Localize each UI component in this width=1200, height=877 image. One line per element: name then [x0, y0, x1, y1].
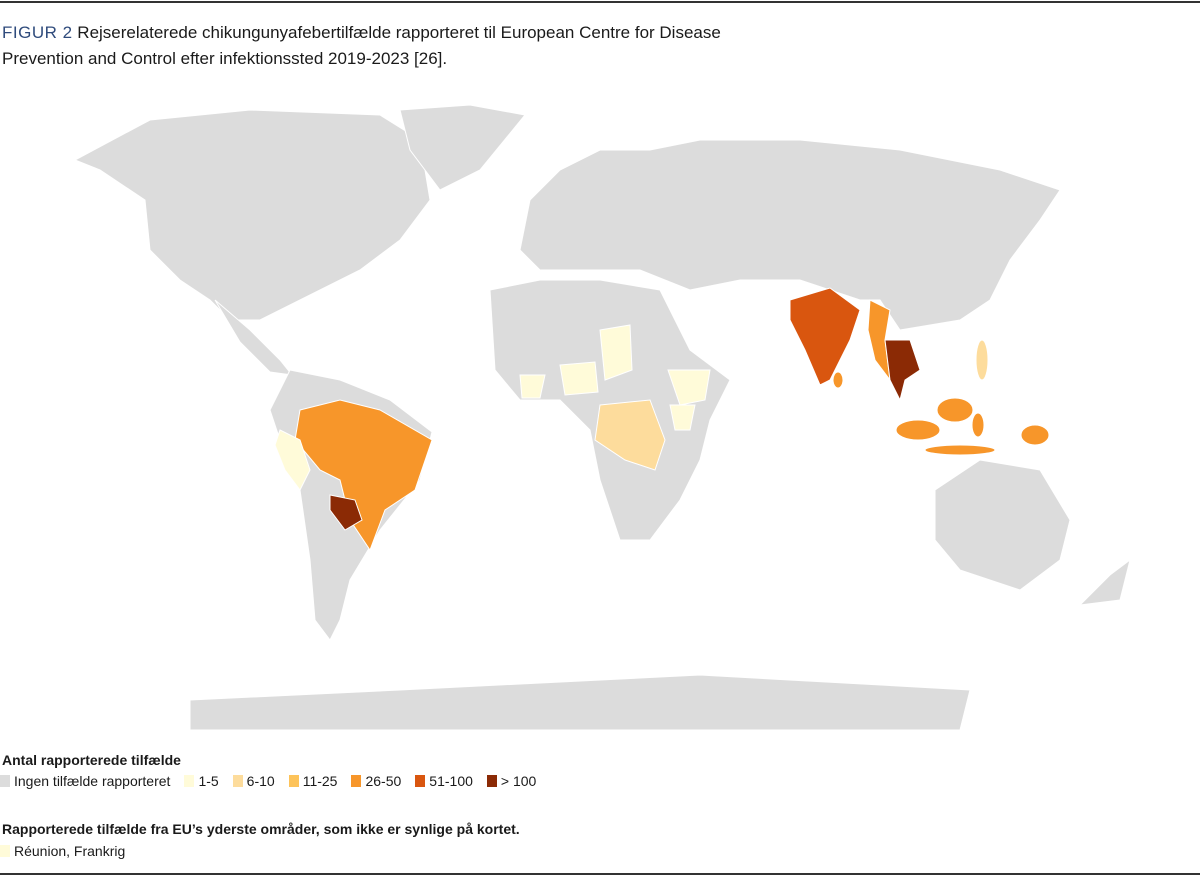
legend-swatch [415, 775, 426, 787]
legend-label: 26-50 [365, 773, 402, 789]
legend-title: Antal rapporterede tilfælde [2, 752, 181, 768]
legend-swatch [232, 775, 243, 787]
country [669, 404, 696, 431]
legend-label: 11-25 [302, 773, 338, 789]
outermost-title: Rapporterede tilfælde fra EU’s yderste o… [2, 821, 520, 837]
bottom-rule [0, 873, 1200, 875]
country [884, 339, 921, 402]
new-zealand [1078, 558, 1131, 606]
country [789, 287, 861, 386]
legend-label: 1-5 [198, 773, 219, 789]
legend: Ingen tilfælde rapporteret 1-5 6-10 11-25 26… [0, 773, 536, 789]
greenland [399, 104, 526, 191]
legend-item: 26-50 [351, 773, 401, 789]
country [559, 361, 599, 396]
country [924, 444, 996, 456]
country [936, 397, 974, 423]
country [294, 399, 433, 552]
legend-label: Ingen tilfælde rapporteret [14, 773, 171, 789]
legend-swatch [0, 775, 10, 787]
top-rule [0, 1, 1200, 3]
world-map [73, 104, 1131, 731]
legend-label: 51-100 [429, 773, 473, 789]
country [594, 399, 666, 471]
figure-label: FIGUR 2 [2, 23, 73, 42]
country [971, 412, 985, 438]
legend-item: 51-100 [415, 773, 473, 789]
country [519, 374, 546, 399]
legend-item: 11-25 [288, 773, 338, 789]
country [274, 429, 311, 491]
country [832, 371, 844, 389]
legend-swatch [486, 775, 497, 787]
eurasia [519, 139, 1061, 331]
legend-item: 1-5 [184, 773, 219, 789]
legend-item: Réunion, Frankrig [0, 843, 125, 859]
legend-item: > 100 [486, 773, 537, 789]
legend-label: > 100 [500, 773, 537, 789]
countries [73, 104, 1131, 731]
antarctica [189, 674, 971, 731]
legend-label: Réunion, Frankrig [14, 843, 126, 859]
legend-swatch [288, 775, 299, 787]
legend-item: 6-10 [232, 773, 275, 789]
country [895, 419, 941, 441]
country [1020, 424, 1050, 446]
legend-swatch [351, 775, 362, 787]
legend-label: 6-10 [246, 773, 275, 789]
caption: FIGUR 2 Rejserelaterede chikungunyafeber… [2, 20, 802, 72]
caption-text: Rejserelaterede chikungunyafebertilfælde… [2, 23, 721, 68]
legend-swatch [184, 775, 195, 787]
country [599, 324, 633, 381]
country [667, 369, 711, 406]
north-america [73, 109, 431, 321]
legend-item: Ingen tilfælde rapporteret [0, 773, 170, 789]
australia [934, 459, 1071, 591]
country [975, 339, 989, 381]
outermost-list: Réunion, Frankrig [0, 843, 125, 859]
country [329, 494, 363, 531]
legend-swatch [0, 845, 10, 857]
